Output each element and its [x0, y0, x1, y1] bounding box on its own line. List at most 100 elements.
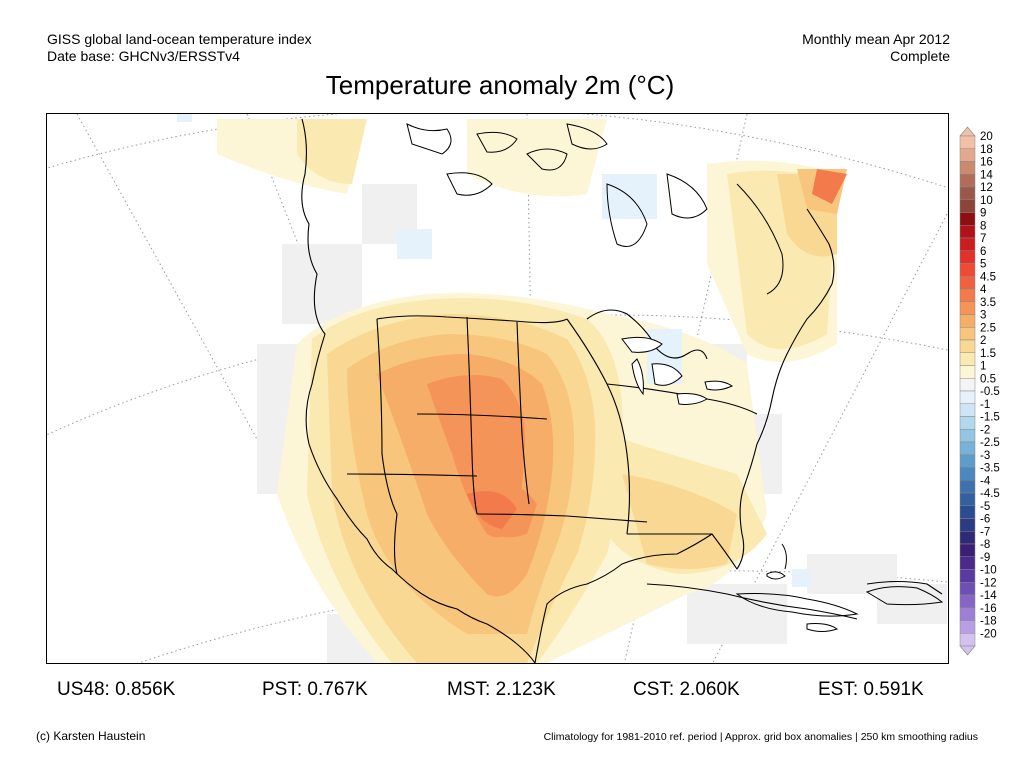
legend-swatch — [959, 582, 976, 596]
region-value: 0.591K — [863, 679, 924, 700]
data-base-label: Date base: GHCNv3/ERSSTv4 — [47, 48, 240, 64]
legend-swatch — [959, 135, 976, 149]
legend-swatch — [959, 569, 976, 583]
region-cst: CST: 2.060K — [633, 679, 740, 700]
map-title: Temperature anomaly 2m (°C) — [325, 70, 675, 100]
legend-swatch — [959, 620, 976, 634]
legend-swatch — [959, 416, 976, 430]
legend-swatch — [959, 314, 976, 328]
legend-tick-label: -3.5 — [980, 463, 1000, 475]
region-value: 2.123K — [495, 679, 556, 700]
legend-swatch — [959, 543, 976, 557]
region-pst: PST: 0.767K — [262, 679, 368, 700]
legend-tick-label: -1 — [980, 399, 990, 411]
legend-swatch — [959, 378, 976, 392]
legend-tick-label: -8 — [980, 539, 990, 551]
legend-swatch — [959, 441, 976, 455]
legend-tick-label: -5 — [980, 501, 990, 513]
legend-tick-label: 3.5 — [980, 297, 996, 309]
legend-swatch — [959, 161, 976, 175]
canadian-archipelago — [406, 123, 784, 295]
legend-tick-label: -20 — [980, 628, 997, 640]
legend-swatch — [959, 237, 976, 251]
legend-tick-label: -2 — [980, 424, 990, 436]
legend-swatch — [959, 327, 976, 341]
legend-tick-label: 18 — [980, 144, 993, 156]
legend-tick-label: 2.5 — [980, 322, 996, 334]
status-label: Complete — [890, 48, 950, 64]
legend-tick-label: 1.5 — [980, 348, 996, 360]
legend-swatch — [959, 225, 976, 239]
legend-swatch — [959, 594, 976, 608]
legend-tick-label: -6 — [980, 514, 990, 526]
region-value: 0.856K — [115, 679, 176, 700]
legend-swatch — [959, 352, 976, 366]
legend-tick-label: -4 — [980, 475, 991, 487]
legend-tick-label: 5 — [980, 259, 986, 271]
region-value: 0.767K — [307, 679, 368, 700]
period-label: Monthly mean Apr 2012 — [802, 31, 950, 47]
legend-tick-label: -12 — [980, 577, 997, 589]
legend-tick-label: 1 — [980, 361, 986, 373]
region-name: US48 — [57, 679, 105, 700]
legend-swatch — [959, 403, 976, 417]
legend-swatch — [959, 174, 976, 188]
legend-tick-label: 4.5 — [980, 271, 996, 283]
region-name: CST — [633, 679, 669, 700]
legend-tick-label: -10 — [980, 565, 997, 577]
region-averages: US48: 0.856K PST: 0.767K MST: 2.123K CST… — [0, 679, 1024, 707]
legend-tick-label: -16 — [980, 603, 997, 615]
legend-tick-label: 10 — [980, 195, 993, 207]
legend-tick-label: -9 — [980, 552, 990, 564]
legend-tick-label: 9 — [980, 208, 986, 220]
legend-swatch — [959, 454, 976, 468]
credit-text: (c) Karsten Haustein — [36, 729, 146, 743]
legend-tick-label: 20 — [980, 131, 993, 143]
legend-swatch — [959, 556, 976, 570]
legend-swatch — [959, 518, 976, 532]
legend-swatch — [959, 263, 976, 277]
legend-swatch — [959, 212, 976, 226]
legend-tick-label: -1.5 — [980, 412, 1000, 424]
methodology-note: Climatology for 1981-2010 ref. period | … — [543, 731, 978, 743]
legend-tick-label: 14 — [980, 169, 993, 181]
legend-tick-label: -0.5 — [980, 386, 1000, 398]
legend-tick-label: 0.5 — [980, 373, 996, 385]
legend-swatch — [959, 250, 976, 264]
region-mst: MST: 2.123K — [447, 679, 556, 700]
legend-tick-label: 8 — [980, 220, 986, 232]
legend-svg: 201816141210987654.543.532.521.510.5-0.5… — [959, 126, 1000, 656]
legend-swatch — [959, 199, 976, 213]
region-name: MST — [447, 679, 485, 700]
legend-swatch — [959, 633, 976, 647]
legend-tick-label: 7 — [980, 233, 986, 245]
anomaly-3p5-4 — [467, 169, 847, 529]
legend-swatch — [959, 365, 976, 379]
legend-tick-label: 4 — [980, 284, 987, 296]
legend-tick-label: 16 — [980, 157, 993, 169]
legend-tick-label: -18 — [980, 616, 997, 628]
legend-swatch — [959, 531, 976, 545]
legend-tick-label: 3 — [980, 310, 986, 322]
legend-arrow-top — [959, 126, 976, 137]
legend-tick-label: 12 — [980, 182, 993, 194]
region-us48: US48: 0.856K — [57, 679, 176, 700]
legend-tick-label: 2 — [980, 335, 986, 347]
legend-tick-label: -3 — [980, 450, 990, 462]
legend-swatch — [959, 390, 976, 404]
region-name: PST — [262, 679, 297, 700]
legend-swatch — [959, 276, 976, 290]
legend-swatch — [959, 339, 976, 353]
legend-swatch — [959, 429, 976, 443]
coastlines — [301, 118, 943, 663]
legend-swatch — [959, 186, 976, 200]
map-canvas — [47, 114, 948, 663]
header-right: Monthly mean Apr 2012 Complete — [802, 31, 950, 65]
dataset-title: GISS global land-ocean temperature index — [47, 31, 312, 47]
region-est: EST: 0.591K — [818, 679, 924, 700]
color-legend: 20 18 16 14 12 10 9 8 7 6 5 4.5 4 3.5 3 2.5 2 1.5 1 0.5 -0.5… — [958, 126, 1024, 656]
legend-swatch — [959, 301, 976, 315]
region-value: 2.060K — [679, 679, 740, 700]
legend-swatch — [959, 148, 976, 162]
legend-swatch — [959, 505, 976, 519]
